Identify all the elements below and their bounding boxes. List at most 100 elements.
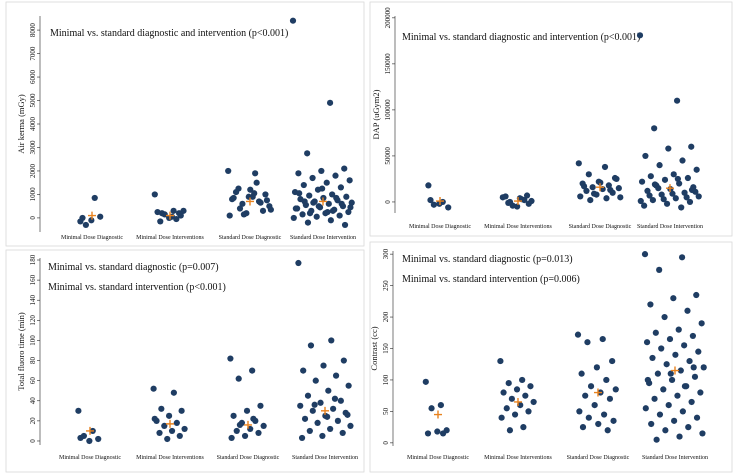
data-point [585,414,592,421]
data-point [604,427,611,434]
data-point [325,387,332,394]
data-point [579,424,587,431]
data-point [693,414,701,421]
data-point [690,364,697,371]
data-point [428,405,435,412]
data-point [651,181,659,188]
data-point [178,407,185,414]
data-point [647,301,654,308]
data-point [603,376,610,384]
mean-marker [166,211,174,220]
data-point [437,402,444,409]
data-point [295,170,302,177]
data-point [656,266,663,273]
y-tick-label: 120 [29,315,37,326]
data-point [688,398,695,406]
data-point [663,200,671,207]
data-point [325,200,332,207]
data-point [585,171,592,178]
data-point [239,200,246,207]
data-point [77,434,84,442]
data-point [75,407,82,414]
data-point [161,211,168,218]
data-point [583,187,590,195]
data-point [235,375,242,382]
x-tick-label: Standard Dose Intervention [292,455,358,461]
data-point [502,193,509,200]
data-point [240,211,248,218]
y-tick-label: 160 [29,274,37,285]
data-point [665,145,672,152]
data-point [613,175,620,183]
data-point [686,357,693,365]
data-point [698,320,705,327]
data-point [157,218,164,225]
panel-frame [5,249,365,473]
data-point [661,313,668,321]
data-point [439,430,447,437]
x-tick-label: Minimal Dose Interventions [484,224,552,230]
data-point [673,97,681,104]
y-tick-label: 1000 [29,187,37,202]
data-point [170,389,177,396]
data-point [693,291,700,299]
data-point [296,190,303,197]
data-point [697,389,704,396]
data-point [695,348,702,355]
data-point [430,201,437,208]
data-point [509,202,516,209]
data-point [333,194,340,202]
panel-frame [369,241,733,473]
data-point [693,166,700,173]
data-point [175,210,183,217]
data-point [695,193,702,200]
x-tick-label: Minimal Dose Diagnostic [407,455,469,461]
data-point [306,192,313,199]
data-point [314,419,321,426]
data-point [584,339,591,346]
data-point [311,401,318,408]
data-point [347,422,354,429]
data-point [329,207,337,214]
data-point [662,427,669,434]
data-point [250,415,257,422]
data-point [445,204,452,211]
data-point [318,167,325,175]
y-tick-label: 50 [382,407,390,415]
x-tick-label: Standard Dose Diagnostic [219,235,282,241]
data-point [678,204,685,211]
data-point [603,195,610,202]
data-point [309,174,316,182]
data-point [637,197,644,205]
data-point [610,417,617,424]
data-point [593,364,600,371]
data-point [267,206,274,213]
data-point [170,207,177,214]
data-point [498,414,505,421]
data-point [249,367,256,374]
mean-marker [244,420,252,429]
y-tick-label: 0 [382,441,390,445]
data-point [310,199,317,206]
data-point [674,392,681,399]
data-point [617,194,624,201]
y-tick-label: 200000 [384,7,392,29]
data-point [505,379,512,387]
mean-marker [596,183,604,192]
data-point [685,424,692,431]
data-point [599,335,606,343]
data-point [651,125,658,132]
data-point [225,167,232,175]
data-point [339,429,346,437]
data-point [341,221,349,229]
data-point [299,211,306,218]
data-point [348,199,355,206]
mean-marker [166,419,174,428]
y-tick-label: 150000 [384,53,392,74]
mean-marker [434,410,442,419]
data-point [340,357,347,364]
data-point [679,157,686,164]
data-point [422,378,429,385]
mean-marker [514,397,522,406]
data-point [511,411,519,418]
